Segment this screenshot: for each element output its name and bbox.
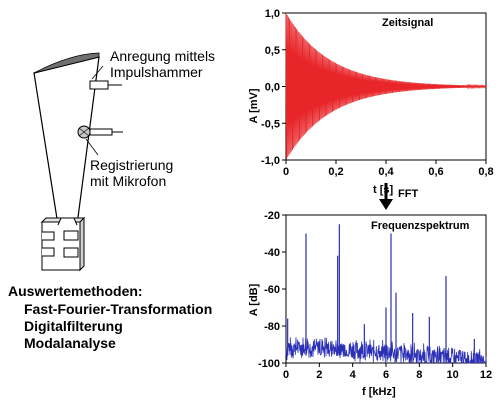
impulse-hammer (89, 80, 122, 90)
time-signal-y-label: A [mV] (248, 88, 260, 123)
spectrum-trace (285, 224, 487, 364)
cone-stand (40, 216, 86, 272)
microphone-leader-line (85, 138, 99, 156)
methods-item-digitalfilterung: Digitalfilterung (24, 318, 123, 334)
time-signal-y-tick-label: -0,5 (261, 118, 280, 130)
spectrum-x-tick-label: 2 (316, 369, 322, 381)
methods-item-modalanalyse: Modalanalyse (24, 335, 116, 351)
spectrum-x-tick-label: 8 (416, 369, 422, 381)
methods-item-fft: Fast-Fourier-Transformation (24, 301, 212, 317)
instrument-diagram: Anregung mittels Impulshammer Registrier… (8, 48, 215, 351)
time-signal-x-tick-label: 0 (283, 166, 289, 178)
time-signal-y-ticks: -1,0 -0,5 0,0 0,5 1,0 (261, 8, 286, 167)
spectrum-y-label: A [dB] (248, 283, 260, 316)
time-signal-y-tick-label: -1,0 (261, 155, 280, 167)
time-signal-x-tick-label: 0,6 (428, 166, 443, 178)
spectrum-x-tick-label: 4 (350, 369, 357, 381)
spectrum-x-ticks: 0 2 4 6 8 10 12 (283, 363, 492, 381)
microphone (77, 125, 123, 139)
time-signal-x-ticks: 0 0,2 0,4 0,6 0,8 (283, 160, 494, 178)
registrierung-label-line1: Registrierung (90, 157, 173, 173)
time-signal-x-tick-label: 0,4 (378, 166, 394, 178)
fft-arrow (379, 183, 393, 210)
time-signal-chart: Zeitsignal 0 0,2 0,4 0,6 0,8 -1,0 -0,5 0,0 0,5 1… (248, 8, 494, 196)
spectrum-x-tick-label: 10 (447, 369, 459, 381)
time-signal-trace (285, 12, 487, 160)
spectrum-x-tick-label: 6 (383, 369, 389, 381)
fft-arrow-label: FFT (398, 188, 418, 200)
time-signal-x-tick-label: 0,2 (328, 166, 343, 178)
anregung-label-line2: Impulshammer (110, 64, 203, 80)
anregung-label-line1: Anregung mittels (110, 48, 215, 64)
time-signal-y-tick-label: 1,0 (265, 8, 280, 20)
registrierung-label-line2: mit Mikrofon (90, 173, 166, 189)
time-signal-y-tick-label: 0,0 (265, 82, 280, 94)
spectrum-y-tick-label: -100 (258, 358, 280, 370)
time-signal-line (285, 12, 487, 160)
methods-heading: Auswertemethoden: (8, 283, 143, 299)
spectrum-x-label: f [kHz] (362, 386, 396, 398)
spectrum-y-tick-label: -80 (264, 321, 280, 333)
spectrum-y-ticks: -100 -80 -60 -40 -20 (258, 210, 286, 370)
cone-body (33, 56, 100, 226)
spectrum-y-tick-label: -60 (264, 284, 280, 296)
hammer-leader-line (91, 65, 104, 80)
time-signal-x-label: t [s] (373, 184, 394, 196)
spectrum-x-tick-label: 0 (283, 369, 289, 381)
spectrum-y-tick-label: -20 (264, 210, 280, 222)
spectrum-x-tick-label: 12 (480, 369, 492, 381)
cone-top-edge (33, 52, 100, 74)
spectrum-title: Frequenzspektrum (371, 220, 470, 232)
time-signal-title: Zeitsignal (382, 17, 433, 29)
time-signal-x-tick-label: 0,8 (478, 166, 493, 178)
spectrum-y-tick-label: -40 (264, 247, 280, 259)
spectrum-chart: Frequenzspektrum 0 2 4 6 8 10 12 -100 -80 -60 -40… (248, 210, 492, 398)
time-signal-y-tick-label: 0,5 (265, 45, 280, 57)
